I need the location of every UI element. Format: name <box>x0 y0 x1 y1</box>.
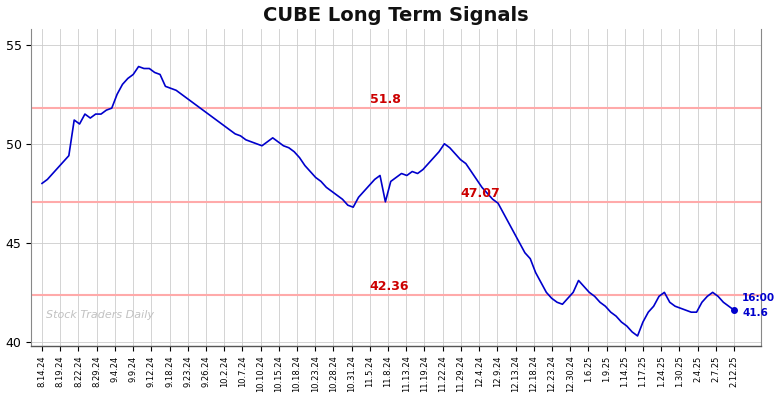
Text: 47.07: 47.07 <box>461 187 501 200</box>
Text: Stock Traders Daily: Stock Traders Daily <box>46 310 154 320</box>
Text: 42.36: 42.36 <box>370 280 409 293</box>
Text: 51.8: 51.8 <box>370 93 401 106</box>
Text: 41.6: 41.6 <box>742 308 768 318</box>
Title: CUBE Long Term Signals: CUBE Long Term Signals <box>263 6 529 25</box>
Text: 16:00: 16:00 <box>742 293 775 303</box>
